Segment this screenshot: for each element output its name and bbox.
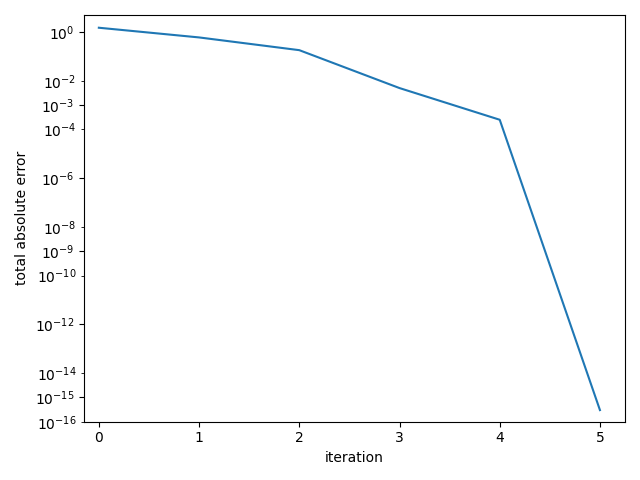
X-axis label: iteration: iteration bbox=[325, 451, 384, 465]
Y-axis label: total absolute error: total absolute error bbox=[15, 151, 29, 286]
